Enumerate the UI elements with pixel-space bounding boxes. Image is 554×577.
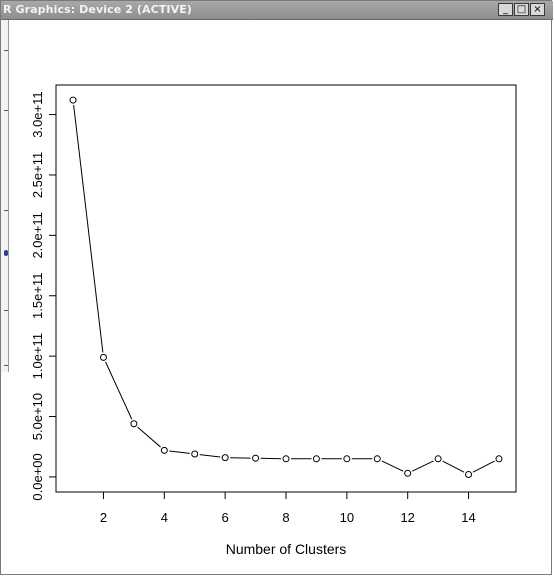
- y-tick-label: 2.5e+11: [30, 152, 45, 198]
- plot-frame: [55, 84, 517, 493]
- series-line-segment: [105, 361, 133, 420]
- data-point: [465, 471, 473, 479]
- series-line-segment: [411, 460, 434, 472]
- data-point: [404, 469, 412, 477]
- background-window-dot-icon: [4, 250, 8, 256]
- y-axis: 0.0e+00 5.0e+10 1.0e+11 1.5e+11 2.0e+11 2.5e+…: [30, 91, 57, 501]
- background-window-tick: [4, 50, 8, 51]
- series-line-segment: [73, 104, 104, 353]
- data-point: [69, 96, 77, 104]
- y-tick-label: 5.0e+10: [30, 393, 45, 440]
- x-tick-label: 2: [100, 510, 107, 525]
- data-point: [312, 455, 320, 463]
- data-point: [130, 420, 138, 428]
- window-controls: _ □ ×: [498, 3, 545, 16]
- x-tick-label: 6: [222, 510, 229, 525]
- series-line-segment: [442, 460, 465, 473]
- y-tick-label: 0.0e+00: [30, 453, 45, 500]
- y-tick-label: 1.5e+11: [30, 273, 45, 319]
- y-tick-label: 1.0e+11: [30, 333, 45, 379]
- y-tick-label: 2.0e+11: [30, 212, 45, 258]
- series-wss: [69, 96, 503, 479]
- x-axis: 2 4 6 8 10 12 14: [100, 491, 476, 525]
- data-point: [99, 353, 107, 361]
- x-tick-label: 14: [461, 510, 475, 525]
- x-tick-label: 8: [282, 510, 289, 525]
- data-point: [343, 455, 351, 463]
- data-point: [221, 454, 229, 462]
- x-tick-label: 12: [400, 510, 414, 525]
- data-point: [282, 455, 290, 463]
- data-point: [191, 450, 199, 458]
- background-window-edge: [1, 20, 9, 372]
- data-point: [495, 455, 503, 463]
- data-point: [434, 455, 442, 463]
- maximize-button[interactable]: □: [514, 3, 529, 16]
- background-window-tick: [4, 365, 8, 366]
- background-window-tick: [4, 210, 8, 211]
- minimize-button[interactable]: _: [498, 3, 513, 16]
- window-title: R Graphics: Device 2 (ACTIVE): [3, 3, 192, 16]
- close-button[interactable]: ×: [530, 3, 545, 16]
- data-point: [373, 455, 381, 463]
- background-window-tick: [4, 310, 8, 311]
- data-point: [252, 454, 260, 462]
- series-line-segment: [199, 454, 221, 458]
- series-line-segment: [169, 450, 190, 454]
- title-bar[interactable]: R Graphics: Device 2 (ACTIVE) _ □ ×: [1, 1, 553, 20]
- y-tick-label: 3.0e+11: [30, 91, 45, 137]
- series-line-segment: [137, 426, 161, 448]
- series-line-segment: [381, 460, 404, 472]
- data-point: [160, 446, 168, 454]
- x-tick-label: 10: [340, 510, 354, 525]
- x-tick-label: 4: [161, 510, 168, 525]
- background-window-tick: [4, 110, 8, 111]
- series-line-segment: [472, 460, 495, 473]
- x-axis-label: Number of Clusters: [226, 541, 347, 557]
